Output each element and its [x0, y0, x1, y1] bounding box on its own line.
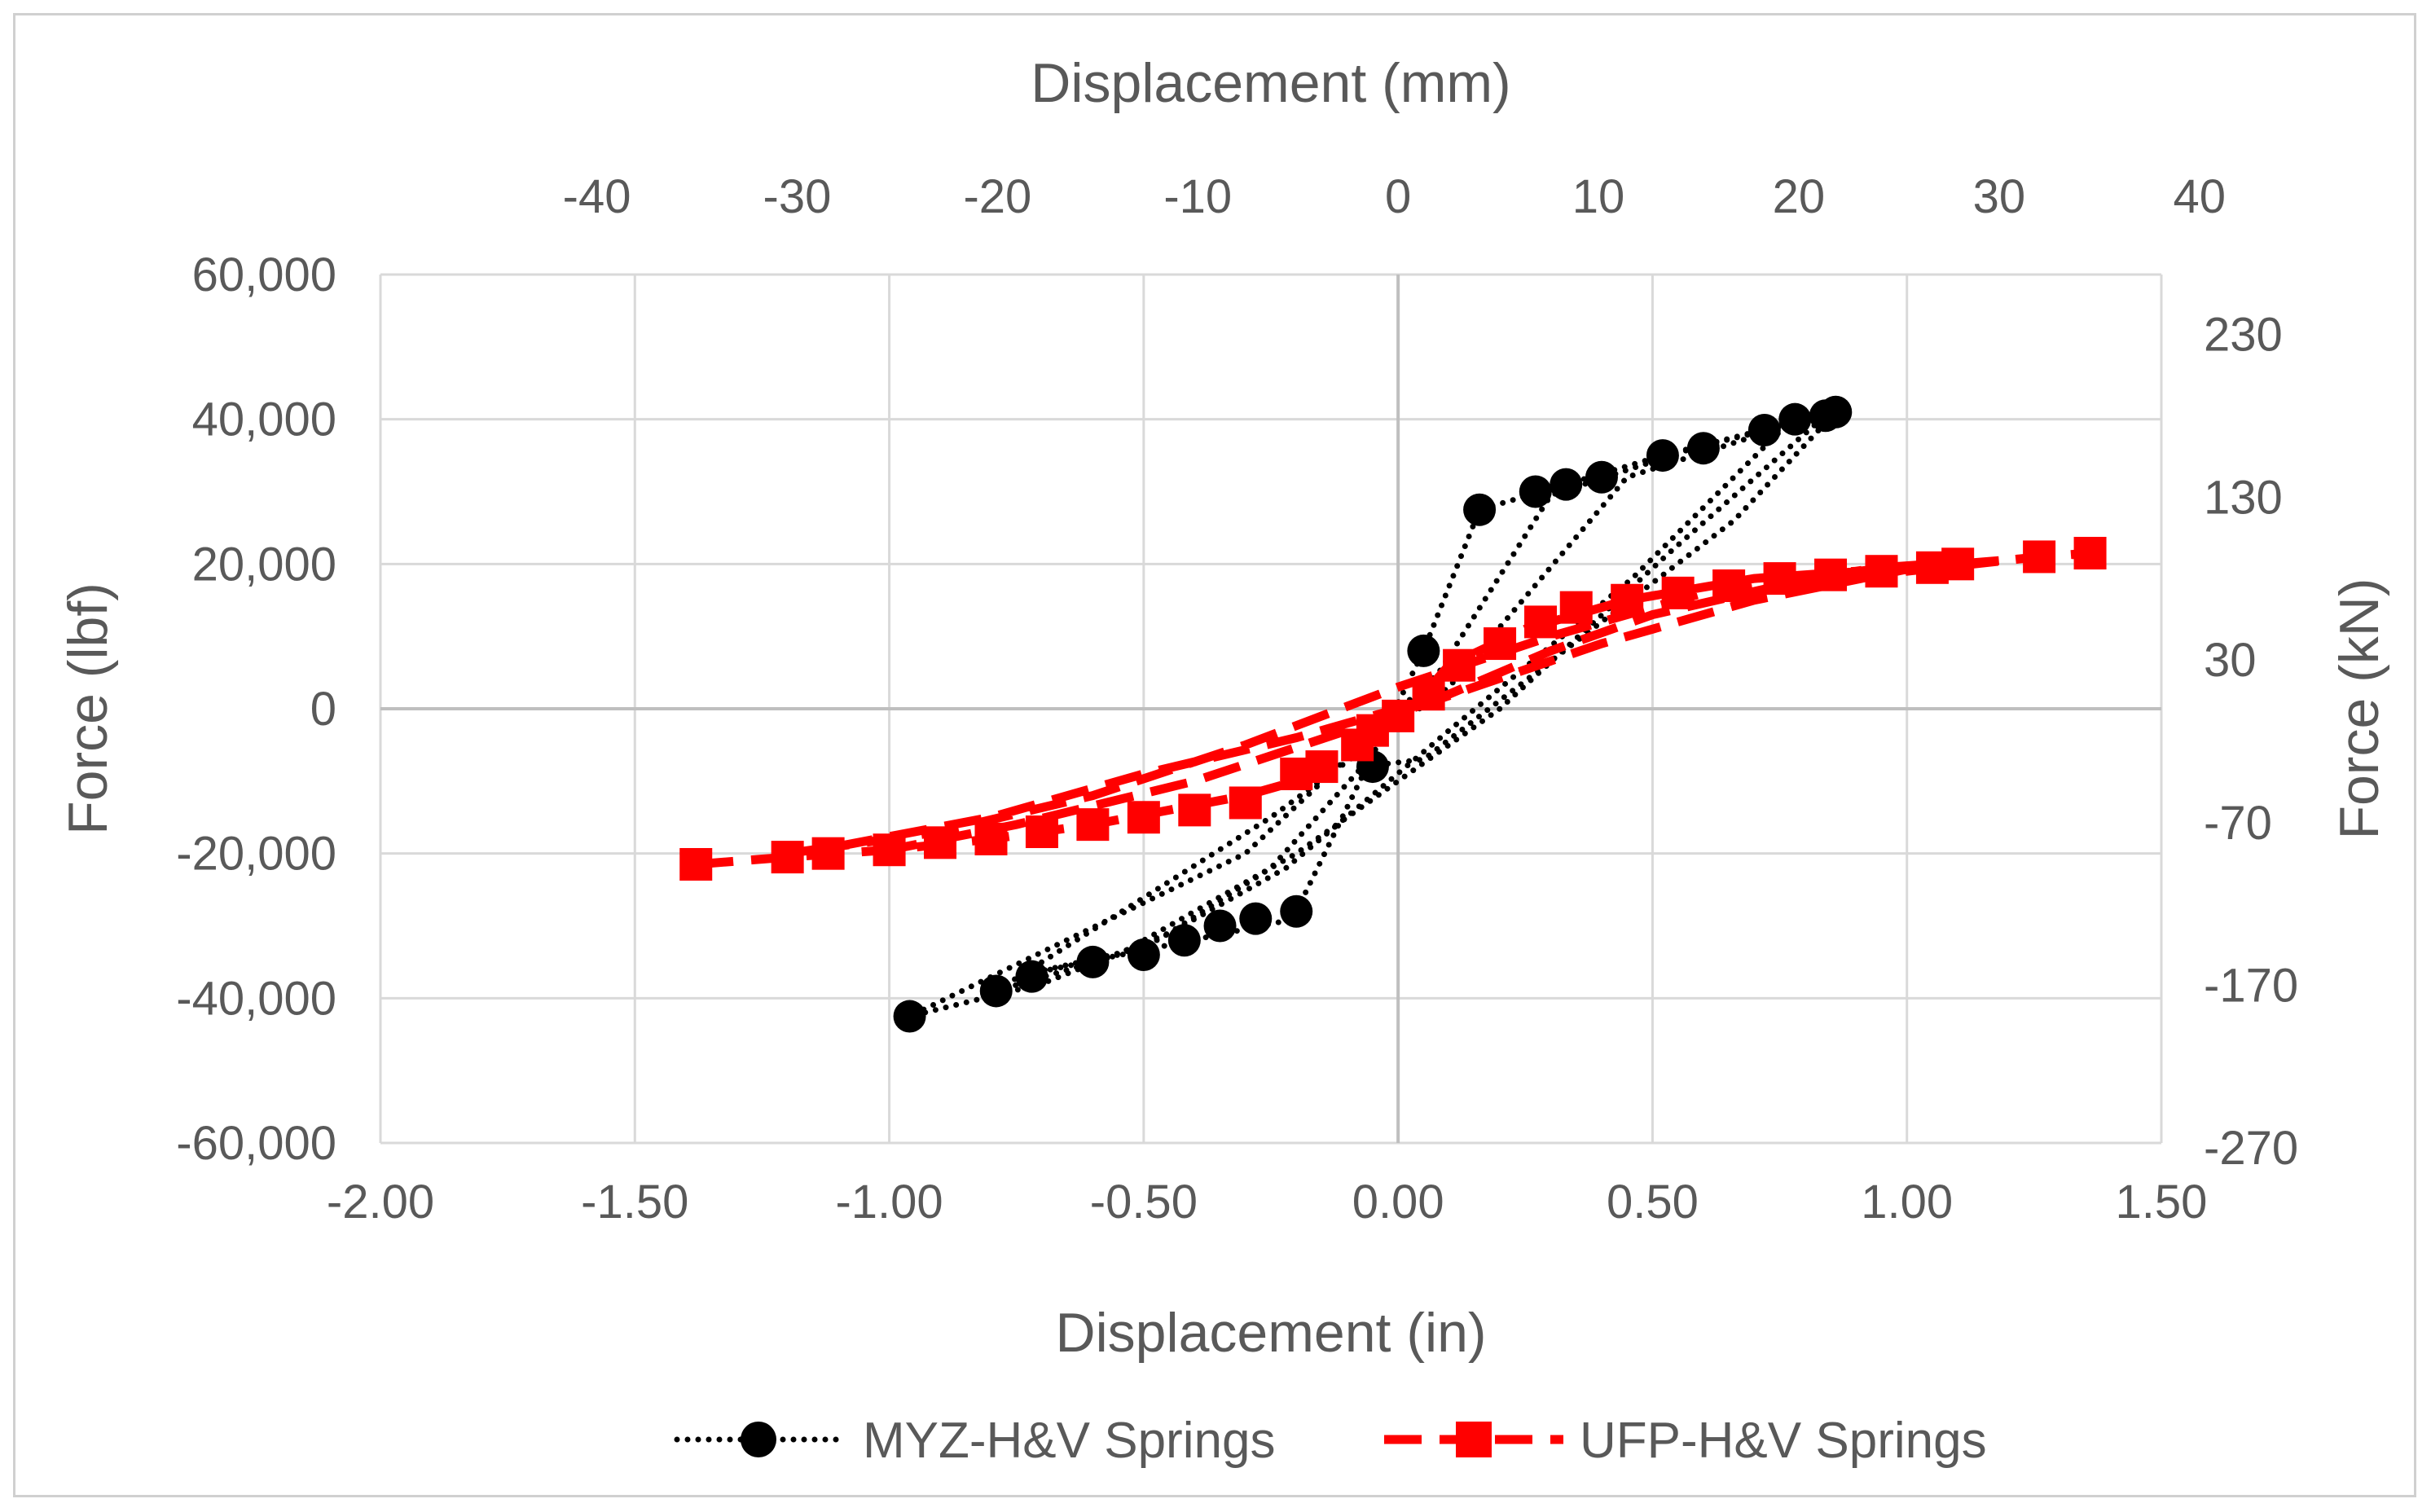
data-point-marker	[1025, 815, 1058, 849]
data-point-marker	[1763, 562, 1796, 596]
data-point-marker	[2073, 537, 2107, 570]
data-point-marker	[1814, 558, 1848, 591]
data-point-marker	[1524, 605, 1558, 639]
data-point-marker	[1412, 678, 1445, 711]
top-tick-label: -40	[563, 170, 631, 223]
legend: MYZ-H&V Springs UFP-H&V Springs	[674, 1413, 1987, 1469]
data-point-marker	[1550, 468, 1583, 501]
top-tick-label: 10	[1572, 170, 1625, 223]
chart-frame: -2.00 -1.50 -1.00 -0.50 0.00 0.50 1.00 1.50 -40 -…	[13, 13, 2416, 1497]
data-point-marker	[1661, 576, 1695, 609]
data-point-marker	[1076, 808, 1110, 842]
data-point-marker	[1280, 894, 1313, 928]
series-myz	[893, 395, 1853, 1033]
data-point-marker	[1819, 395, 1853, 429]
bottom-axis-title: Displacement (in)	[1055, 1302, 1486, 1364]
data-point-marker	[771, 841, 804, 874]
data-point-marker	[1611, 583, 1644, 617]
tick-labels: -2.00 -1.50 -1.00 -0.50 0.00 0.50 1.00 1.50 -40 -…	[176, 170, 2298, 1228]
data-point-marker	[1559, 591, 1593, 624]
data-point-marker	[1407, 634, 1440, 667]
data-point-marker	[1712, 569, 1746, 602]
right-tick-label: -170	[2204, 959, 2298, 1012]
data-point-marker	[2023, 540, 2056, 574]
data-point-marker	[1127, 938, 1160, 972]
data-point-marker	[1203, 909, 1237, 943]
legend-marker	[1456, 1422, 1492, 1457]
data-point-marker	[1686, 432, 1720, 465]
data-point-marker	[1484, 627, 1517, 661]
left-tick-label: 60,000	[192, 248, 336, 301]
axes	[380, 275, 2161, 1143]
data-point-marker	[974, 822, 1008, 855]
bottom-tick-label: -0.50	[1090, 1176, 1198, 1228]
left-tick-label: -20,000	[176, 828, 336, 881]
data-point-marker	[1178, 793, 1211, 827]
data-point-marker	[679, 847, 713, 881]
left-tick-label: 40,000	[192, 393, 336, 446]
right-tick-label: 130	[2204, 471, 2283, 524]
legend-label: UFP-H&V Springs	[1580, 1413, 1987, 1469]
legend-label: MYZ-H&V Springs	[863, 1413, 1275, 1469]
bottom-tick-label: 1.00	[1861, 1176, 1953, 1228]
data-point-marker	[1519, 475, 1552, 508]
top-tick-label: 0	[1385, 170, 1411, 223]
right-axis-title: Force (kN)	[2328, 578, 2390, 839]
series-line	[908, 407, 1844, 1019]
left-tick-label: -60,000	[176, 1117, 336, 1170]
data-point-marker	[1167, 924, 1201, 957]
left-tick-label: -40,000	[176, 972, 336, 1025]
left-tick-label: 0	[310, 683, 336, 736]
top-tick-label: -10	[1163, 170, 1232, 223]
data-point-marker	[1382, 699, 1415, 732]
series-layer	[679, 395, 2107, 1033]
top-axis-title: Displacement (mm)	[1031, 52, 1510, 114]
data-point-marker	[1015, 960, 1048, 993]
top-tick-label: -20	[963, 170, 1031, 223]
top-tick-label: 30	[1973, 170, 2026, 223]
data-point-marker	[979, 974, 1013, 1008]
bottom-tick-label: -2.00	[327, 1176, 434, 1228]
top-tick-label: -30	[763, 170, 832, 223]
bottom-tick-label: 0.00	[1352, 1176, 1444, 1228]
top-tick-label: 40	[2173, 170, 2226, 223]
legend-item-ufp: UFP-H&V Springs	[1384, 1413, 1987, 1469]
data-point-marker	[1865, 555, 1898, 588]
right-tick-label: 30	[2204, 634, 2257, 687]
data-point-marker	[1239, 902, 1273, 935]
right-tick-label: -70	[2204, 797, 2272, 850]
data-point-marker	[1443, 648, 1476, 682]
right-tick-label: 230	[2204, 309, 2283, 362]
legend-item-myz: MYZ-H&V Springs	[674, 1413, 1275, 1469]
data-point-marker	[1305, 750, 1339, 784]
chart-svg: -2.00 -1.50 -1.00 -0.50 0.00 0.50 1.00 1.50 -40 -…	[57, 52, 2390, 1469]
left-axis-title: Force (lbf)	[57, 582, 119, 835]
bottom-tick-label: 0.50	[1607, 1176, 1699, 1228]
top-tick-label: 20	[1773, 170, 1826, 223]
right-tick-label: -270	[2204, 1122, 2298, 1175]
bottom-tick-label: -1.00	[835, 1176, 943, 1228]
left-tick-label: 20,000	[192, 538, 336, 591]
data-point-marker	[1585, 460, 1618, 494]
data-point-marker	[1076, 945, 1110, 978]
data-point-marker	[1778, 402, 1812, 436]
series-ufp	[679, 537, 2107, 881]
data-point-marker	[893, 1000, 926, 1033]
data-point-marker	[1229, 786, 1262, 820]
data-point-marker	[924, 826, 957, 859]
data-point-marker	[1463, 493, 1497, 526]
data-point-marker	[1127, 801, 1160, 834]
data-point-marker	[873, 833, 906, 867]
data-point-marker	[1747, 413, 1781, 446]
data-point-marker	[1646, 439, 1679, 472]
legend-marker	[741, 1422, 776, 1457]
bottom-tick-label: 1.50	[2116, 1176, 2208, 1228]
data-point-marker	[811, 837, 845, 870]
bottom-tick-label: -1.50	[581, 1176, 688, 1228]
data-point-marker	[1941, 547, 1975, 581]
